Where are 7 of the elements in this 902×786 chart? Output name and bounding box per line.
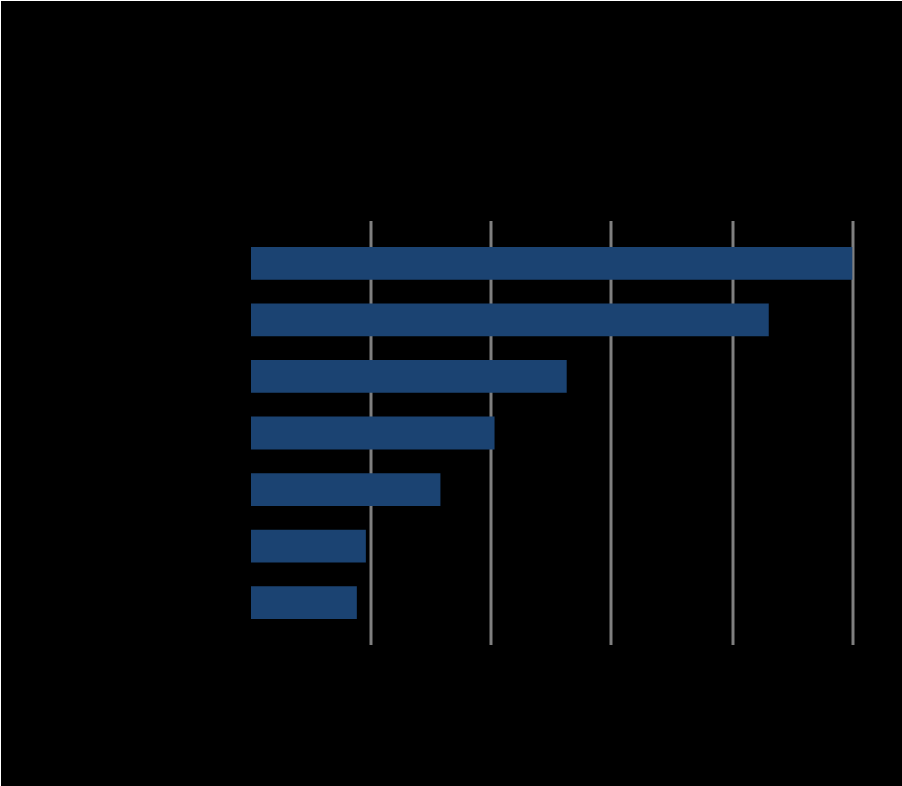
bar xyxy=(251,247,853,280)
bar xyxy=(251,529,366,563)
bar xyxy=(251,473,441,506)
bar xyxy=(251,416,495,450)
bar xyxy=(251,586,357,619)
bar xyxy=(251,303,769,337)
bar xyxy=(251,360,567,393)
